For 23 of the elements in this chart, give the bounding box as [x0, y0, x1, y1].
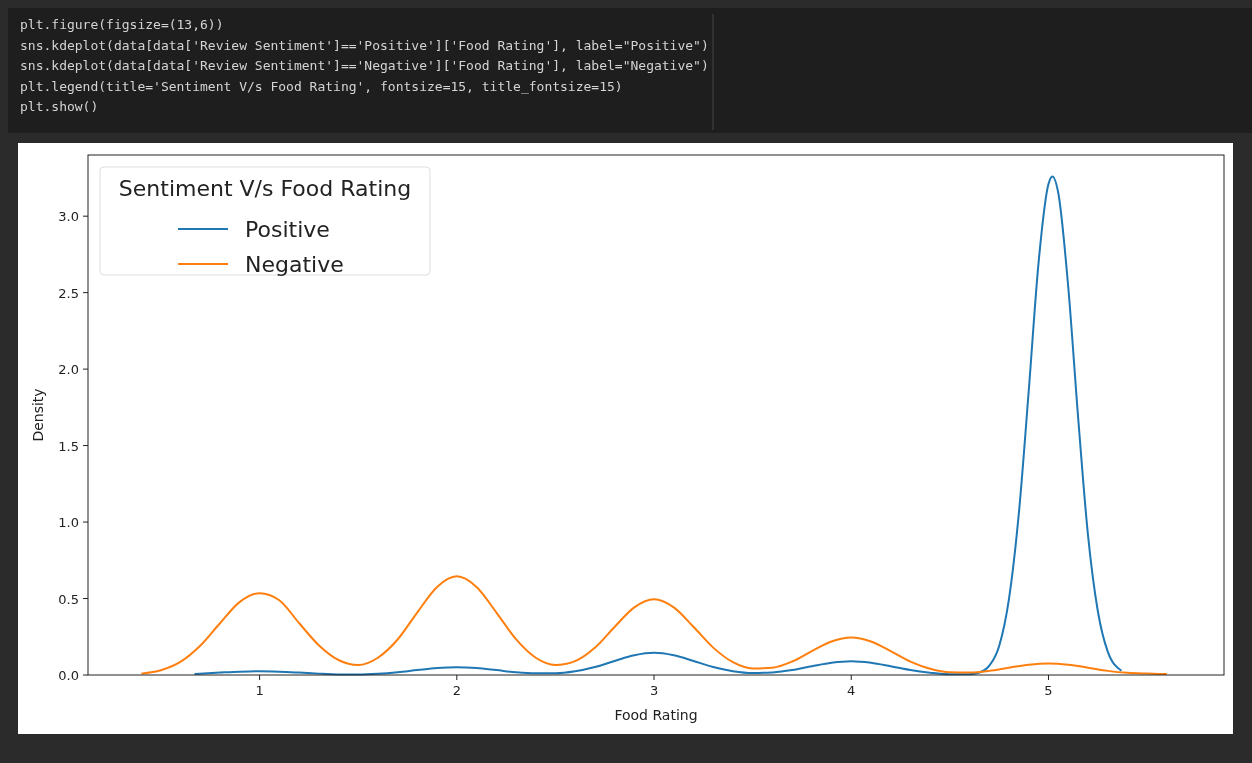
y-tick-label: 3.0 [58, 209, 79, 225]
text: plt.show() [20, 99, 99, 114]
line-series [140, 575, 1168, 676]
y-tick-label: 0.0 [58, 668, 79, 683]
x-tick-label: 3 [649, 683, 659, 698]
y-axis-title: Density [30, 388, 46, 442]
y-tick-label: 2.5 [58, 285, 79, 301]
x-tick-label: 5 [1044, 683, 1053, 698]
x-axis-title: Food Rating [614, 707, 698, 723]
legend-label: Positive [245, 217, 330, 242]
legend-label: Negative [245, 252, 344, 277]
y-tick-label: 1.5 [58, 438, 79, 454]
x-tick-label: 2 [452, 683, 461, 698]
legend-title: Sentiment V/s Food Rating [118, 176, 412, 201]
x-tick-label: 4 [847, 683, 856, 698]
x-tick-label: 1 [255, 683, 264, 698]
text: sns.kdeplot(data[data['Review Sentiment']=='Negative']['Food Rating'], label="Negative") [20, 58, 709, 73]
y-tick-label: 0.5 [58, 591, 79, 607]
text: plt.legend(title='Sentiment V/s Food Rating', fontsize=15, title_fontsize=15) [20, 78, 623, 94]
y-tick-label: 2.0 [58, 362, 79, 378]
y-tick-label: 1.0 [58, 515, 79, 531]
text: plt.figure(figsize=(13,6)) [20, 17, 224, 32]
text: sns.kdeplot(data[data['Review Sentiment']=='Positive']['Food Rating'], label="Positive") [20, 37, 709, 53]
